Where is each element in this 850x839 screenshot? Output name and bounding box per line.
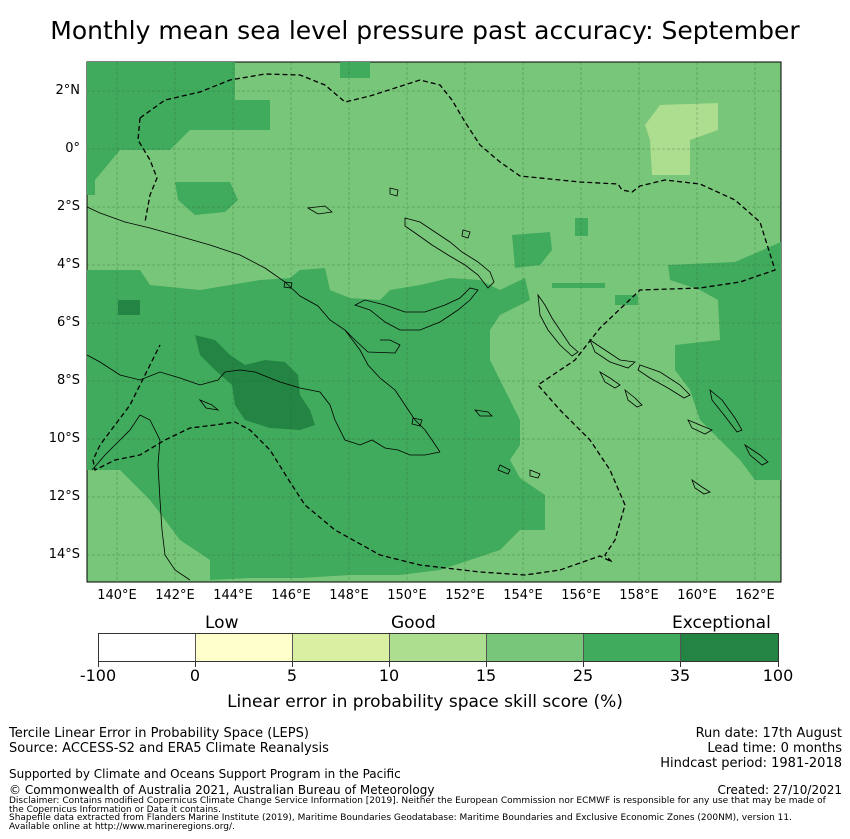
lon-label: 160°E <box>677 588 717 603</box>
lon-label: 154°E <box>503 588 543 603</box>
lon-label: 140°E <box>97 588 137 603</box>
lon-label: 144°E <box>213 588 253 603</box>
lat-label: 2°N <box>55 83 81 98</box>
colorbar-tick: 10 <box>378 666 400 685</box>
colorbar-tick: 100 <box>762 666 794 685</box>
info-source: Source: ACCESS-S2 and ERA5 Climate Reana… <box>9 741 329 756</box>
lat-label: 8°S <box>56 373 80 388</box>
lat-label: 6°S <box>56 315 80 330</box>
exceptional-regions <box>118 300 315 430</box>
lat-label: 14°S <box>48 547 80 562</box>
colorbar-segment <box>99 634 196 661</box>
disclaimer-line-2: the Copernicus Information or Data it co… <box>9 805 221 815</box>
colorbar-label: Linear error in probability space skill … <box>227 692 623 712</box>
info-run-date: Run date: 17th August <box>695 726 842 741</box>
legend-category-exceptional: Exceptional <box>672 613 771 633</box>
lat-label: 2°S <box>56 199 80 214</box>
colorbar-tick: 15 <box>475 666 497 685</box>
lat-label: 12°S <box>48 489 80 504</box>
colorbar-segment <box>681 634 778 661</box>
legend-category-low: Low <box>205 613 239 633</box>
lon-label: 162°E <box>735 588 775 603</box>
lat-label: 0° <box>65 141 80 156</box>
lat-label: 4°S <box>56 257 80 272</box>
lon-label: 146°E <box>271 588 311 603</box>
lon-label: 158°E <box>619 588 659 603</box>
colorbar-tick: 25 <box>572 666 594 685</box>
lon-label: 142°E <box>155 588 195 603</box>
info-created: Created: 27/10/2021 <box>717 783 842 797</box>
colorbar-tick: -100 <box>79 666 117 685</box>
shapefile-line-1: Shapefile data extracted from Flanders M… <box>9 813 792 823</box>
colorbar-segment <box>293 634 390 661</box>
colorbar-segment <box>487 634 584 661</box>
colorbar-segment <box>196 634 293 661</box>
colorbar <box>98 633 779 662</box>
page-title: Monthly mean sea level pressure past acc… <box>50 16 800 45</box>
lon-label: 148°E <box>329 588 369 603</box>
info-lead-time: Lead time: 0 months <box>707 741 842 756</box>
grid-lines <box>87 62 781 582</box>
lon-label: 156°E <box>561 588 601 603</box>
lon-label: 152°E <box>445 588 485 603</box>
legend-category-good: Good <box>391 613 436 633</box>
colorbar-segment <box>584 634 681 661</box>
colorbar-tick: 35 <box>669 666 691 685</box>
info-copyright: © Commonwealth of Australia 2021, Austra… <box>9 783 435 797</box>
eez-boundary <box>92 73 776 576</box>
info-method: Tercile Linear Error in Probability Spac… <box>9 726 309 741</box>
colorbar-segment <box>390 634 487 661</box>
shapefile-line-2: Available online at http://www.marinereg… <box>9 822 235 832</box>
coastlines <box>86 187 769 581</box>
disclaimer-line-1: Disclaimer: Contains modified Copernicus… <box>9 796 826 806</box>
good-light-regions <box>645 103 718 175</box>
lat-label: 10°S <box>48 431 80 446</box>
info-hindcast: Hindcast period: 1981-2018 <box>660 756 842 771</box>
colorbar-tick: 0 <box>189 666 201 685</box>
lon-label: 150°E <box>387 588 427 603</box>
colorbar-tick: 5 <box>286 666 298 685</box>
info-support: Supported by Climate and Oceans Support … <box>9 767 401 781</box>
